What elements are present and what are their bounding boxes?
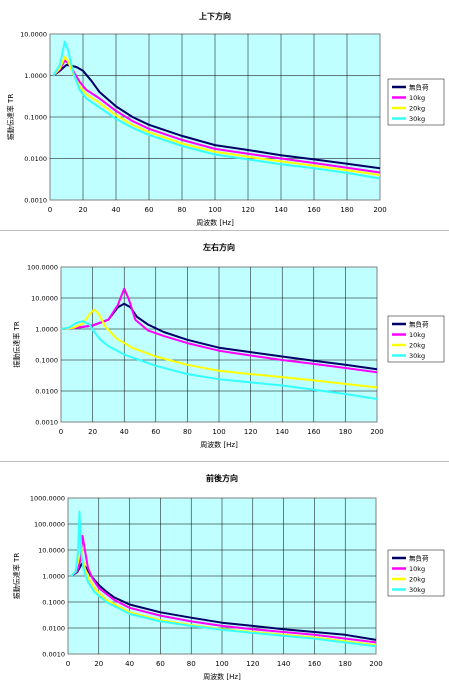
- y-axis-label: 振動伝達率 TR: [12, 321, 21, 368]
- x-tick-label: 200: [373, 206, 386, 214]
- x-tick-label: 20: [94, 660, 103, 668]
- y-tick-label: 1.0000: [35, 326, 58, 334]
- x-tick-label: 140: [277, 660, 290, 668]
- series-line-3: [60, 308, 378, 389]
- x-tick-label: 100: [215, 660, 228, 668]
- x-tick-label: 20: [88, 428, 97, 436]
- x-tick-label: 140: [274, 206, 287, 214]
- chart-title: 上下方向: [199, 11, 231, 21]
- x-tick-label: 0: [48, 206, 52, 214]
- chart-title: 前後方向: [206, 473, 238, 483]
- y-tick-label: 100.0000: [34, 521, 65, 529]
- y-tick-label: 10.0000: [38, 547, 65, 555]
- x-tick-label: 120: [241, 206, 254, 214]
- x-tick-label: 20: [79, 206, 88, 214]
- x-tick-label: 0: [66, 660, 70, 668]
- x-tick-label: 160: [307, 428, 320, 436]
- x-tick-label: 120: [244, 428, 257, 436]
- x-axis-label: 周波数 [Hz]: [203, 672, 241, 681]
- panel-divider: [0, 461, 449, 462]
- x-tick-label: 100: [208, 206, 221, 214]
- x-tick-label: 180: [340, 206, 353, 214]
- legend-label: 無負荷: [409, 83, 429, 92]
- y-tick-label: 100.0000: [27, 264, 58, 272]
- y-tick-label: 10.0000: [31, 295, 58, 303]
- legend-label: 30kg: [409, 115, 425, 123]
- y-axis-label: 振動伝達率 TR: [6, 94, 15, 141]
- legend-label: 20kg: [409, 576, 425, 584]
- x-tick-label: 160: [308, 660, 321, 668]
- y-tick-label: 0.1000: [24, 114, 47, 122]
- x-tick-label: 40: [125, 660, 134, 668]
- chart-panel-vertical: 上下方向 0 20 40 60 80 100 120 140 160 180 200 0.0010 0.0…: [0, 0, 449, 230]
- y-tick-label: 0.0010: [35, 419, 58, 427]
- x-tick-label: 80: [187, 660, 196, 668]
- x-tick-label: 160: [307, 206, 320, 214]
- panel-divider: [0, 230, 449, 231]
- chart-panel-longitudinal: 前後方向 0 20 40 60 80 100 120 140 160 180 200 0.0010 0.0…: [0, 462, 449, 692]
- chart-lateral: 左右方向 0 20 40 60 80 100 120 140 160 180 200 0.0010 0.0…: [12, 242, 445, 449]
- legend-label: 10kg: [409, 565, 425, 573]
- chart-title: 左右方向: [202, 242, 235, 252]
- x-tick-label: 40: [112, 206, 121, 214]
- x-tick-label: 40: [120, 428, 129, 436]
- x-axis-label: 周波数 [Hz]: [200, 440, 238, 449]
- x-tick-label: 60: [145, 206, 154, 214]
- y-tick-label: 0.1000: [42, 599, 65, 607]
- y-tick-label: 0.0100: [35, 388, 58, 396]
- x-tick-label: 120: [246, 660, 259, 668]
- y-tick-label: 1.0000: [42, 573, 65, 581]
- chart-vertical: 上下方向 0 20 40 60 80 100 120 140 160 180 200 0.0010 0.0…: [6, 11, 445, 227]
- x-tick-label: 200: [369, 660, 382, 668]
- legend-label: 10kg: [409, 94, 425, 102]
- y-tick-label: 1.0000: [24, 72, 47, 80]
- legend-label: 20kg: [409, 105, 425, 113]
- x-tick-label: 80: [183, 428, 192, 436]
- y-tick-label: 0.0010: [42, 651, 65, 659]
- y-tick-label: 0.0100: [42, 625, 65, 633]
- legend-label: 30kg: [409, 352, 425, 360]
- y-tick-label: 0.1000: [35, 357, 58, 365]
- x-tick-label: 100: [212, 428, 225, 436]
- x-tick-label: 180: [339, 428, 352, 436]
- x-tick-label: 60: [156, 660, 165, 668]
- chart-panel-lateral: 左右方向 0 20 40 60 80 100 120 140 160 180 200 0.0010 0.0…: [0, 231, 449, 461]
- x-axis-label: 周波数 [Hz]: [196, 218, 234, 227]
- y-tick-label: 10.0000: [20, 31, 47, 39]
- x-tick-label: 0: [59, 428, 63, 436]
- legend: 無負荷 10kg 20kg 30kg: [387, 78, 445, 126]
- chart-longitudinal: 前後方向 0 20 40 60 80 100 120 140 160 180 200 0.0010 0.0…: [12, 473, 445, 681]
- x-tick-label: 60: [151, 428, 160, 436]
- legend-label: 20kg: [409, 342, 425, 350]
- legend-label: 無負荷: [409, 320, 429, 329]
- y-tick-label: 0.0100: [24, 155, 47, 163]
- y-tick-label: 1000.0000: [30, 495, 65, 503]
- x-tick-label: 180: [339, 660, 352, 668]
- series-line-3: [52, 55, 381, 176]
- y-tick-label: 0.0010: [24, 197, 47, 205]
- y-axis-label: 振動伝達率 TR: [12, 553, 21, 600]
- series-line-4: [70, 510, 377, 648]
- x-tick-label: 200: [370, 428, 383, 436]
- legend-label: 無負荷: [409, 554, 429, 563]
- series-line-4: [52, 40, 381, 180]
- x-tick-label: 140: [276, 428, 289, 436]
- legend-label: 10kg: [409, 331, 425, 339]
- x-tick-label: 80: [178, 206, 187, 214]
- legend-label: 30kg: [409, 586, 425, 594]
- series-line-4: [60, 320, 378, 400]
- legend: 無負荷 10kg 20kg 30kg: [387, 549, 445, 597]
- legend: 無負荷 10kg 20kg 30kg: [387, 315, 445, 363]
